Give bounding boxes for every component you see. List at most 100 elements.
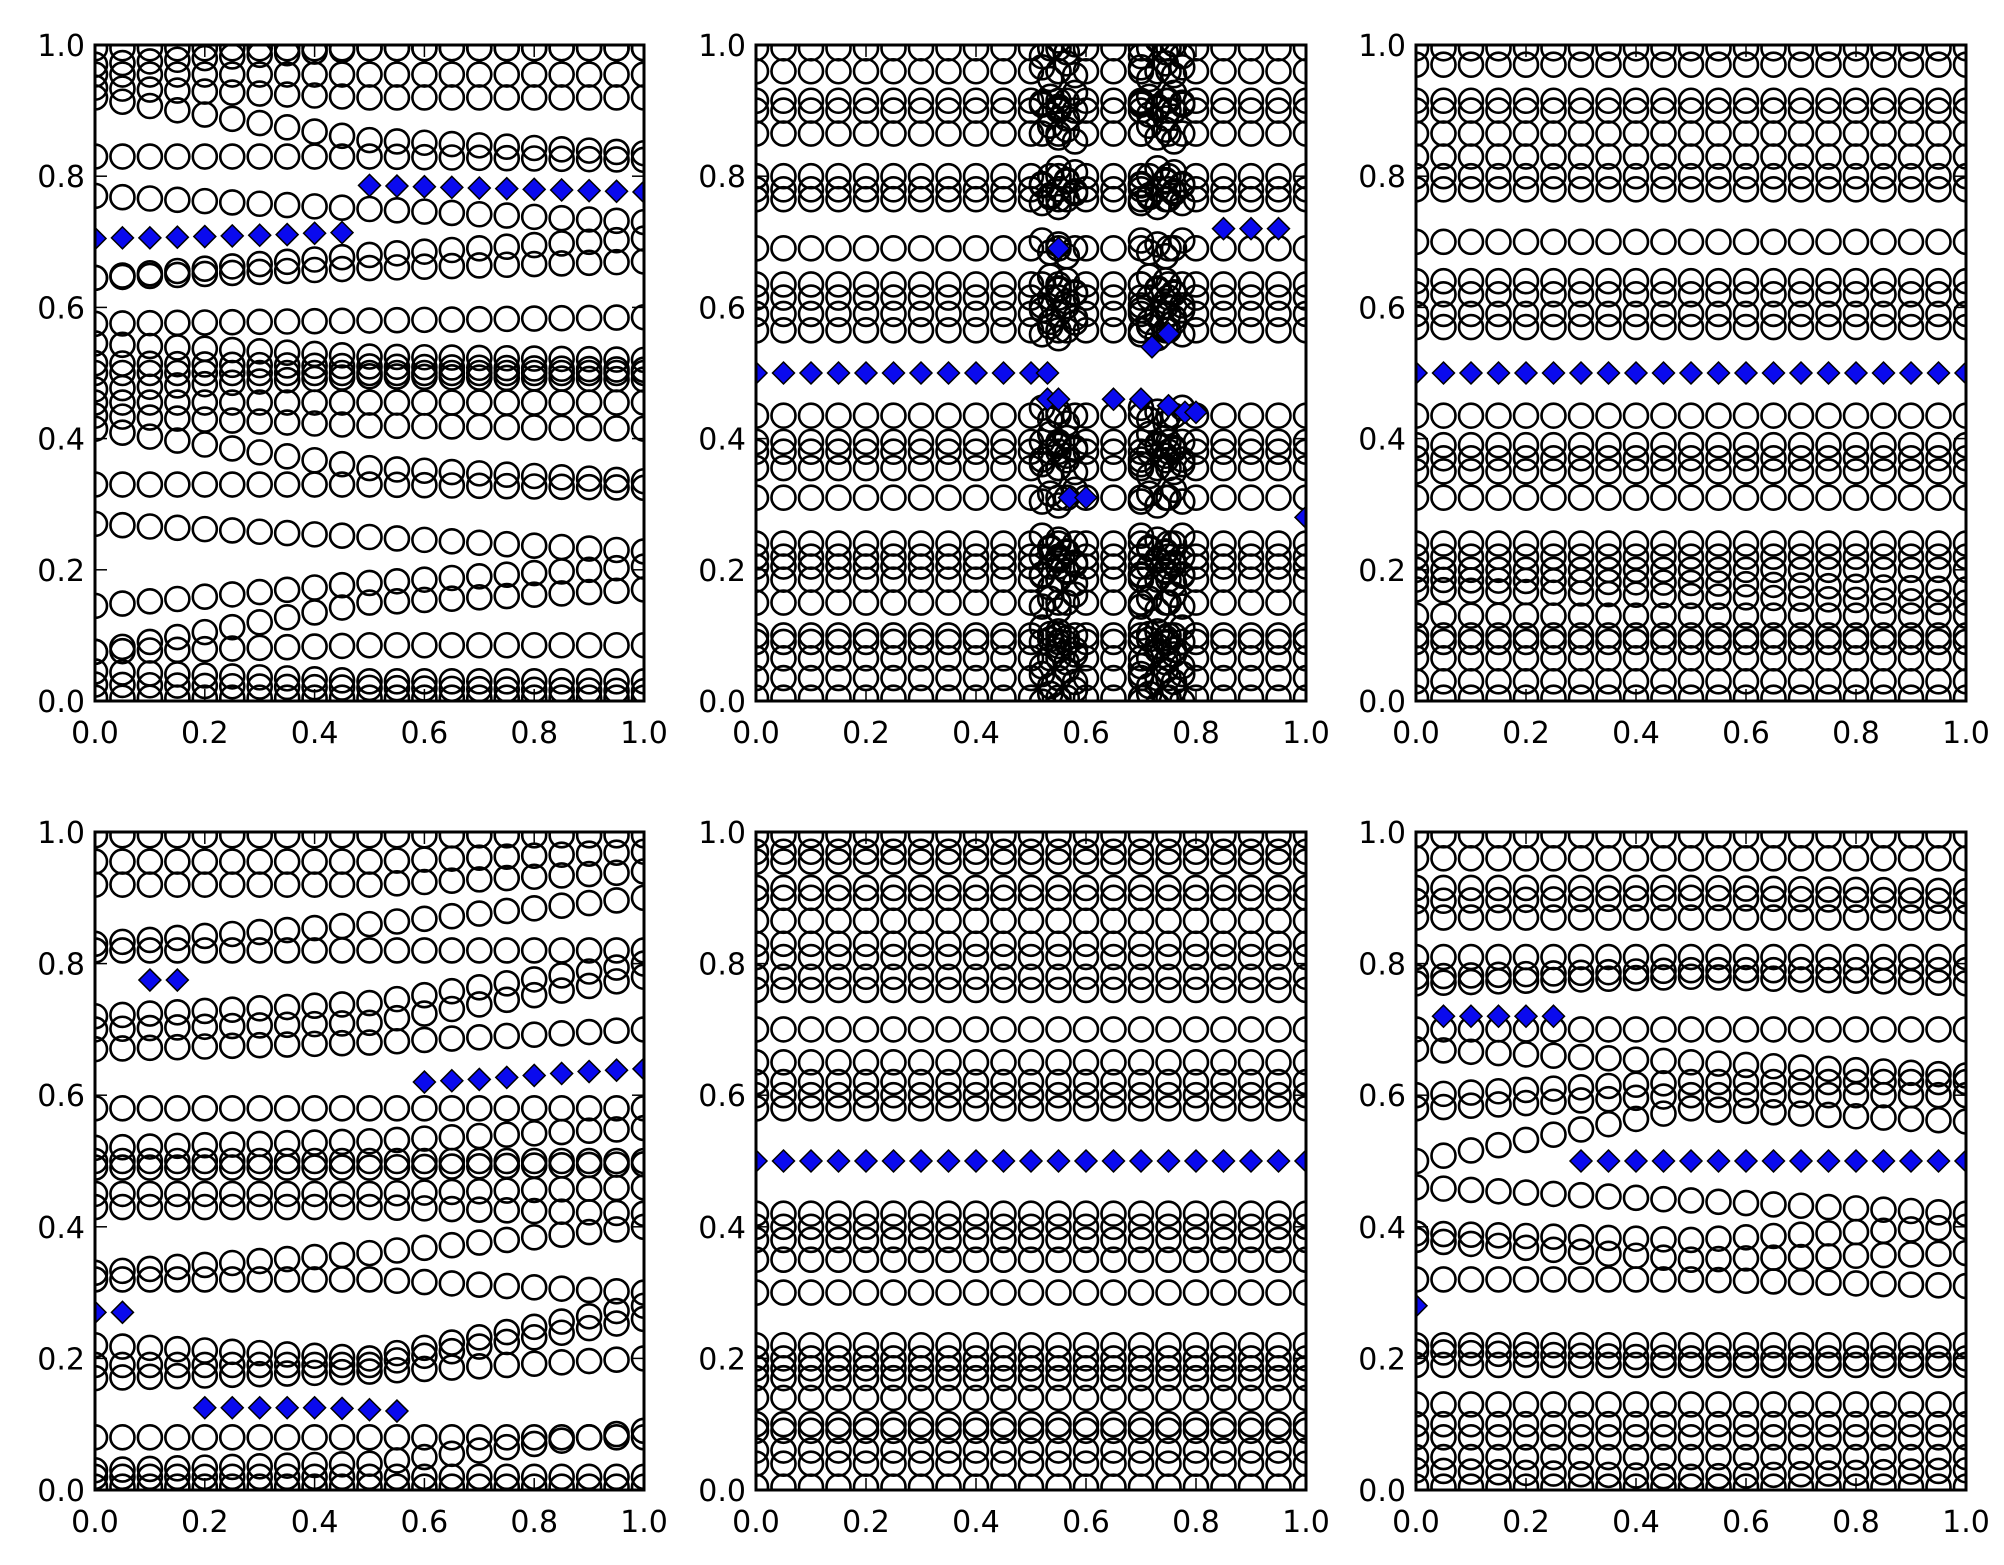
diamond-point: [1788, 360, 1814, 386]
circle-point: [1292, 402, 1306, 429]
circle-point: [1127, 838, 1155, 866]
circle-point: [356, 1147, 383, 1175]
circle-point: [218, 1249, 246, 1277]
circle-point: [1036, 162, 1064, 190]
circle-point: [356, 343, 383, 370]
circle-point: [962, 1437, 990, 1464]
circle-point: [935, 553, 962, 580]
circle-point: [907, 589, 935, 616]
circle-point: [1787, 1068, 1815, 1096]
circle-point: [1925, 458, 1952, 485]
diamond-point: [1431, 1004, 1456, 1029]
circle-point: [1595, 958, 1622, 986]
circle-point: [852, 1068, 880, 1096]
diamond-point: [1843, 1148, 1869, 1174]
circle-point: [756, 176, 770, 203]
circle-point: [1155, 1049, 1182, 1076]
circle-point: [1485, 1091, 1512, 1118]
circle-point: [1897, 1197, 1925, 1225]
y-tick-label: 0.0: [37, 1474, 85, 1509]
circle-point: [301, 992, 328, 1020]
circle-point: [95, 415, 109, 443]
circle-point: [1485, 1410, 1512, 1438]
circle-point: [273, 665, 301, 692]
circle-point: [990, 1226, 1017, 1254]
circle-point: [1760, 965, 1787, 993]
subplot-6: 0.0 0.2 0.4 0.6 0.8 1.00.00.20.40.60.81.0: [1358, 816, 1990, 1540]
circle-point: [1650, 645, 1677, 672]
circle-point: [962, 628, 990, 656]
circle-point: [1925, 1068, 1952, 1096]
circle-point: [328, 83, 356, 110]
circle-point: [411, 1000, 438, 1027]
circle-point: [1485, 832, 1512, 849]
circle-point: [1045, 963, 1072, 991]
circle-point: [962, 1473, 990, 1490]
circle-point: [1182, 120, 1210, 147]
circle-point: [797, 57, 825, 85]
circle-point: [852, 317, 880, 344]
circle-point: [1237, 1068, 1265, 1096]
circle-point: [1540, 1236, 1567, 1264]
circle-point: [493, 202, 521, 229]
circle-point: [1650, 1047, 1677, 1075]
diamond-point: [494, 176, 519, 201]
circle-point: [95, 1463, 109, 1490]
circle-point: [246, 190, 274, 218]
circle-point: [1155, 832, 1182, 849]
circle-point: [575, 684, 603, 701]
circle-point: [109, 1035, 136, 1062]
circle-point: [797, 1081, 825, 1109]
circle-point: [328, 1154, 356, 1181]
circle-point: [328, 522, 356, 549]
circle-point: [301, 1010, 328, 1038]
circle-point: [95, 1002, 109, 1030]
circle-point: [191, 260, 219, 288]
circle-point: [1952, 1016, 1966, 1043]
circle-point: [164, 46, 191, 74]
circle-point: [990, 185, 1017, 213]
circle-point: [1430, 45, 1457, 62]
circle-point: [1732, 87, 1760, 115]
circle-point: [438, 1270, 466, 1297]
diamond-point: [1623, 1148, 1649, 1174]
circle-point: [1457, 530, 1485, 557]
circle-point: [1265, 57, 1292, 85]
circle-point: [328, 594, 356, 621]
markers: [756, 832, 1306, 1490]
circle-point: [1925, 51, 1952, 78]
diamond-point: [1706, 360, 1731, 386]
circle-point: [962, 1384, 990, 1412]
circle-point: [1237, 176, 1265, 203]
diamond-point: [1953, 1148, 1966, 1174]
circle-point: [1650, 1351, 1677, 1379]
circle-point: [1815, 120, 1842, 147]
circle-point: [520, 389, 548, 416]
circle-point: [246, 1453, 274, 1480]
circle-point: [1897, 45, 1925, 62]
circle-point: [1622, 874, 1650, 902]
circle-point: [630, 389, 644, 416]
circle-point: [1760, 1391, 1787, 1418]
circle-point: [1815, 1055, 1842, 1083]
circle-point: [1045, 1200, 1072, 1227]
circle-point: [136, 628, 164, 656]
circle-point: [1265, 1354, 1292, 1382]
circle-point: [95, 848, 109, 875]
diamond-point: [1898, 360, 1924, 386]
circle-point: [825, 832, 852, 849]
markers: [756, 45, 1306, 701]
circle-point: [852, 907, 880, 935]
circle-point: [1870, 956, 1897, 984]
circle-point: [1925, 1016, 1952, 1043]
circle-point: [1787, 1473, 1815, 1490]
circle-point: [1787, 402, 1815, 429]
circle-point: [1182, 1345, 1210, 1372]
circle-point: [1457, 668, 1485, 695]
circle-point: [548, 1175, 575, 1203]
circle-point: [575, 206, 603, 233]
circle-point: [520, 863, 548, 891]
circle-point: [1925, 877, 1952, 905]
circle-point: [164, 871, 191, 898]
circle-point: [328, 571, 356, 599]
